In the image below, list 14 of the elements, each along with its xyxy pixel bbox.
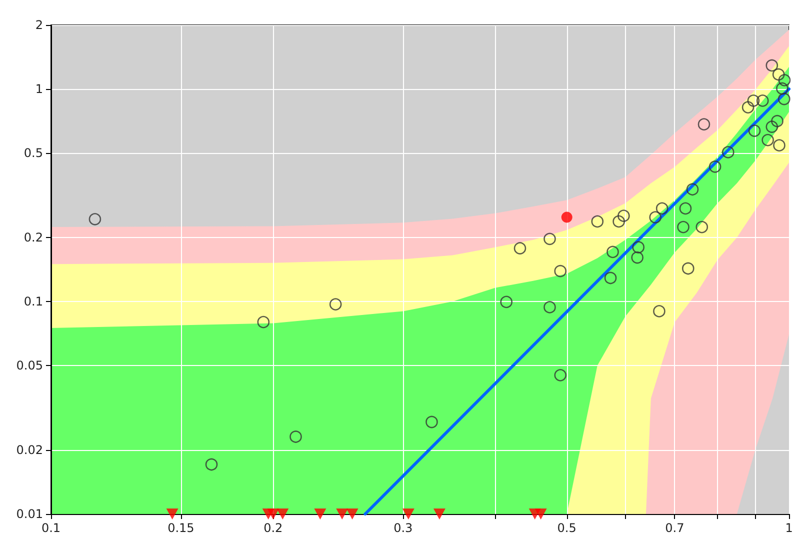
y-tick-label: 0.5 [24,146,43,160]
y-tick-label: 0.2 [24,230,43,245]
y-tick-label: 0.1 [24,294,43,308]
y-tick-label: 0.02 [16,443,43,458]
x-tick-label: 1 [785,521,793,535]
x-tick-label: 0.7 [665,521,684,535]
x-tick-label: 0.15 [168,521,194,535]
x-tick-label: 0.5 [557,521,576,535]
y-tick-label: 0.01 [16,507,43,521]
y-tick-label: 0.05 [16,358,43,372]
x-tick-label: 0.2 [264,521,283,535]
x-tick-label: 0.3 [394,521,413,535]
y-tick-label: 1 [35,82,43,96]
y-tick-label: 2 [35,18,43,32]
